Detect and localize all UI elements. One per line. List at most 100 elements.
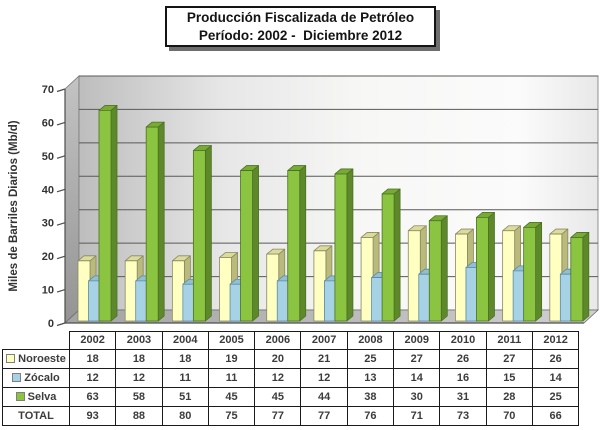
year-header: 2008 (346, 331, 395, 350)
y-tick-label: 10 (42, 285, 54, 297)
y-tick (56, 222, 66, 226)
table-corner-blank (3, 332, 70, 350)
y-tick-label: 60 (42, 117, 54, 129)
value-cell: 11 (161, 368, 209, 388)
y-tick (56, 155, 66, 159)
total-cell: 66 (531, 406, 580, 426)
chart-title-line1: Producción Fiscalizada de Petróleo (186, 9, 415, 25)
value-cell: 63 (68, 387, 117, 407)
y-axis-title: Miles de Barriles Diarios (Mb/d) (8, 120, 20, 291)
value-cell: 18 (68, 349, 117, 369)
value-cell: 51 (161, 387, 209, 407)
year-header: 2007 (300, 331, 348, 350)
year-header: 2011 (485, 331, 533, 350)
value-cell: 25 (346, 349, 395, 369)
legend-item-selva: Selva (2, 387, 70, 407)
value-cell: 12 (68, 368, 117, 388)
legend-item-noroeste: Noroeste (2, 349, 70, 369)
legend-label: Noroeste (18, 353, 66, 365)
total-cell: 70 (485, 406, 533, 426)
table-row-selva: Selva 63 58 51 45 45 44 38 30 31 28 25 (2, 387, 580, 407)
value-cell: 31 (439, 387, 487, 407)
total-cell: 77 (300, 406, 348, 426)
year-header: 2004 (161, 331, 209, 350)
total-cell: 73 (439, 406, 487, 426)
bar-selva-2012 (570, 232, 590, 322)
bar-selva-2011 (523, 221, 543, 322)
y-tick (56, 255, 66, 260)
value-cell: 45 (207, 387, 256, 407)
y-tick (56, 121, 66, 126)
y-tick (56, 288, 66, 293)
y-tick-label: 30 (42, 218, 54, 230)
value-cell: 30 (393, 387, 441, 407)
bar-selva-2004 (192, 145, 212, 322)
legend-swatch-selva (15, 392, 25, 401)
bar-selva-2010 (476, 211, 495, 322)
data-table: 2002 2003 2004 2005 2006 2007 2008 2009 2010 2011… (2, 331, 580, 426)
value-cell: 14 (393, 368, 441, 388)
value-cell: 20 (254, 349, 302, 369)
bar-selva-2008 (381, 188, 401, 322)
bar-selva-2002 (98, 105, 118, 322)
year-header: 2010 (439, 331, 487, 350)
total-cell: 75 (207, 406, 256, 426)
value-cell: 12 (115, 368, 163, 388)
legend-label: Zócalo (24, 372, 60, 384)
value-cell: 14 (531, 368, 580, 388)
table-row-total: TOTAL 93 88 80 75 77 77 76 71 73 70 66 (2, 406, 580, 426)
y-tick-label: 0 (48, 318, 54, 330)
year-header: 2003 (115, 331, 163, 350)
value-cell: 16 (439, 368, 487, 388)
value-cell: 12 (300, 368, 348, 388)
year-header: 2006 (254, 331, 302, 350)
value-cell: 18 (161, 349, 209, 369)
value-cell: 44 (300, 387, 348, 407)
legend-label: Selva (27, 391, 57, 403)
table-row-zocalo: Zócalo 12 12 11 11 12 12 13 14 16 15 14 (2, 368, 580, 388)
y-tick-label: 70 (42, 84, 54, 96)
y-tick (56, 188, 66, 193)
value-cell: 19 (207, 349, 256, 369)
table-row-noroeste: Noroeste 18 18 18 19 20 21 25 27 26 27 26 (2, 349, 580, 369)
legend-swatch-zocalo (12, 373, 22, 382)
bar-selva-2009 (428, 215, 448, 322)
total-cell: 80 (161, 406, 209, 426)
value-cell: 27 (485, 349, 533, 369)
bar-selva-2006 (287, 165, 307, 322)
bar-selva-2007 (334, 168, 354, 322)
bar-selva-2005 (240, 165, 259, 322)
value-cell: 26 (531, 349, 580, 369)
total-cell: 76 (346, 406, 395, 426)
year-header: 2002 (68, 331, 117, 350)
legend-item-zocalo: Zócalo (2, 368, 70, 388)
total-cell: 93 (68, 406, 117, 426)
y-tick-label: 40 (42, 184, 54, 196)
bar-selva-2003 (145, 121, 165, 322)
value-cell: 21 (300, 349, 348, 369)
value-cell: 28 (485, 387, 533, 407)
y-tick-label: 20 (42, 251, 54, 263)
chart-title-line2: Período: 2002 - Diciembre 2012 (198, 27, 403, 43)
y-tick (56, 88, 66, 93)
year-header-row: 2002 2003 2004 2005 2006 2007 2008 2009 2010 2011… (3, 331, 580, 350)
value-cell: 45 (254, 387, 302, 407)
total-cell: 88 (115, 406, 163, 426)
y-tick-label: 50 (42, 151, 54, 163)
chart-left-wall (64, 75, 80, 324)
value-cell: 58 (115, 387, 163, 407)
chart-title-box: Producción Fiscalizada de Petróleo Perío… (165, 6, 436, 47)
year-header: 2012 (531, 331, 580, 350)
total-row-label: TOTAL (2, 406, 70, 426)
data-table-wrap: 2002 2003 2004 2005 2006 2007 2008 2009 2010 2011… (2, 331, 580, 426)
value-cell: 25 (531, 387, 580, 407)
y-tick (56, 322, 66, 327)
value-cell: 27 (393, 349, 441, 369)
total-cell: 77 (254, 406, 302, 426)
value-cell: 12 (254, 368, 302, 388)
year-header: 2009 (393, 331, 441, 350)
legend-swatch-noroeste (6, 354, 16, 363)
value-cell: 15 (485, 368, 533, 388)
